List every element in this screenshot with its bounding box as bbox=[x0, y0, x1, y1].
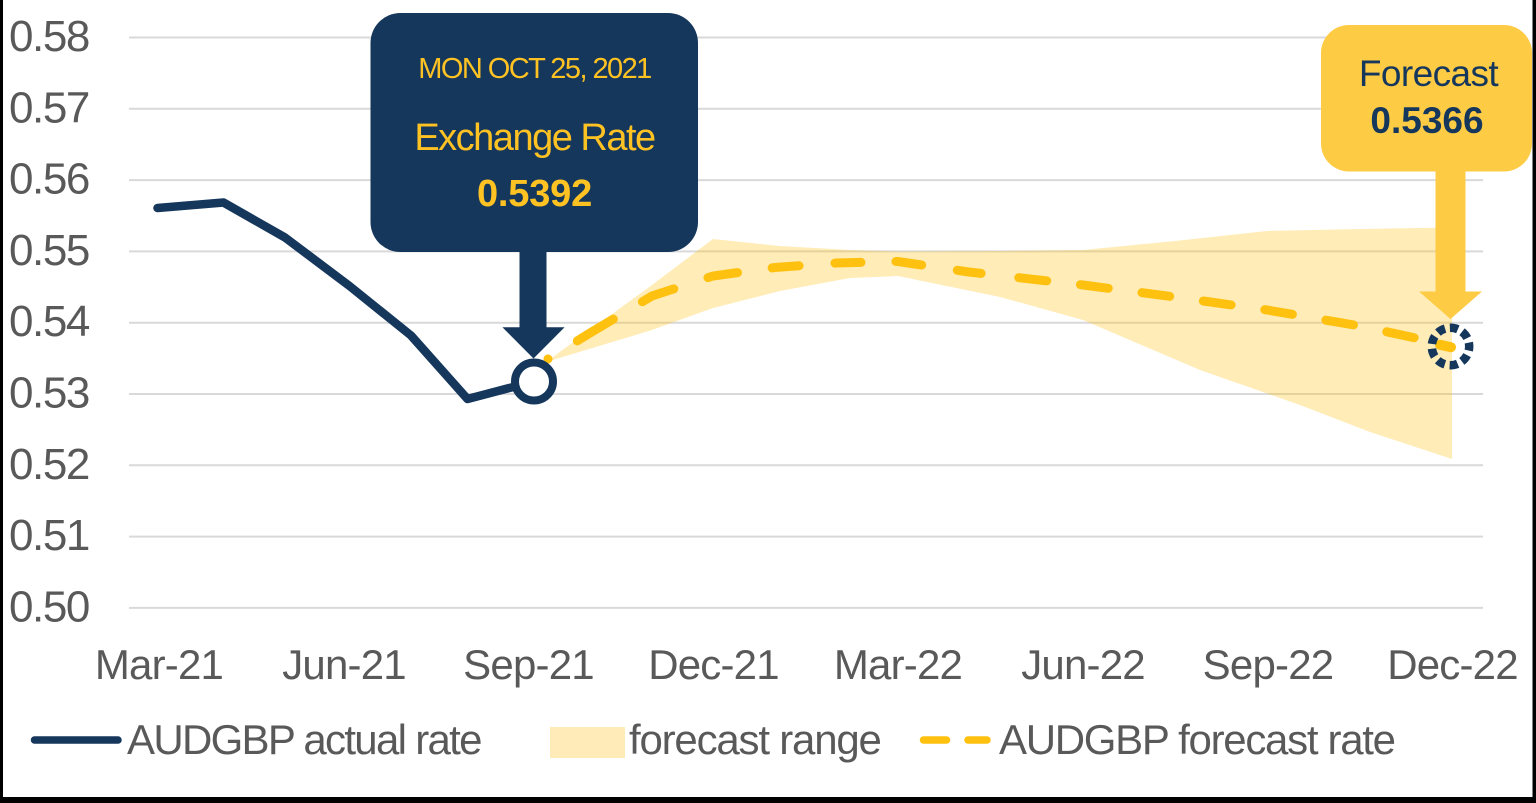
svg-text:0.50: 0.50 bbox=[9, 582, 89, 631]
svg-text:Jun-21: Jun-21 bbox=[282, 641, 406, 688]
svg-text:forecast range: forecast range bbox=[629, 716, 881, 763]
svg-text:Dec-21: Dec-21 bbox=[648, 641, 779, 688]
svg-text:Exchange Rate: Exchange Rate bbox=[414, 117, 655, 159]
svg-text:Jun-22: Jun-22 bbox=[1021, 641, 1145, 688]
svg-text:Forecast: Forecast bbox=[1359, 53, 1499, 94]
svg-text:0.58: 0.58 bbox=[9, 12, 89, 61]
svg-text:Sep-22: Sep-22 bbox=[1203, 641, 1334, 688]
svg-text:Mar-22: Mar-22 bbox=[834, 641, 962, 688]
svg-text:0.51: 0.51 bbox=[9, 511, 89, 560]
svg-text:AUDGBP actual rate: AUDGBP actual rate bbox=[127, 716, 481, 763]
svg-text:MON OCT 25, 2021: MON OCT 25, 2021 bbox=[418, 53, 651, 85]
svg-text:0.54: 0.54 bbox=[9, 297, 90, 346]
svg-text:0.56: 0.56 bbox=[9, 155, 89, 204]
svg-text:AUDGBP forecast rate: AUDGBP forecast rate bbox=[999, 716, 1395, 763]
svg-text:0.55: 0.55 bbox=[9, 226, 89, 275]
svg-text:Dec-22: Dec-22 bbox=[1387, 641, 1518, 688]
svg-text:0.57: 0.57 bbox=[9, 83, 89, 132]
svg-text:0.5392: 0.5392 bbox=[477, 173, 592, 215]
svg-text:Mar-21: Mar-21 bbox=[95, 641, 223, 688]
svg-text:Sep-21: Sep-21 bbox=[463, 641, 594, 688]
svg-text:0.5366: 0.5366 bbox=[1370, 100, 1483, 141]
svg-text:0.52: 0.52 bbox=[9, 440, 89, 489]
svg-text:0.53: 0.53 bbox=[9, 369, 89, 418]
